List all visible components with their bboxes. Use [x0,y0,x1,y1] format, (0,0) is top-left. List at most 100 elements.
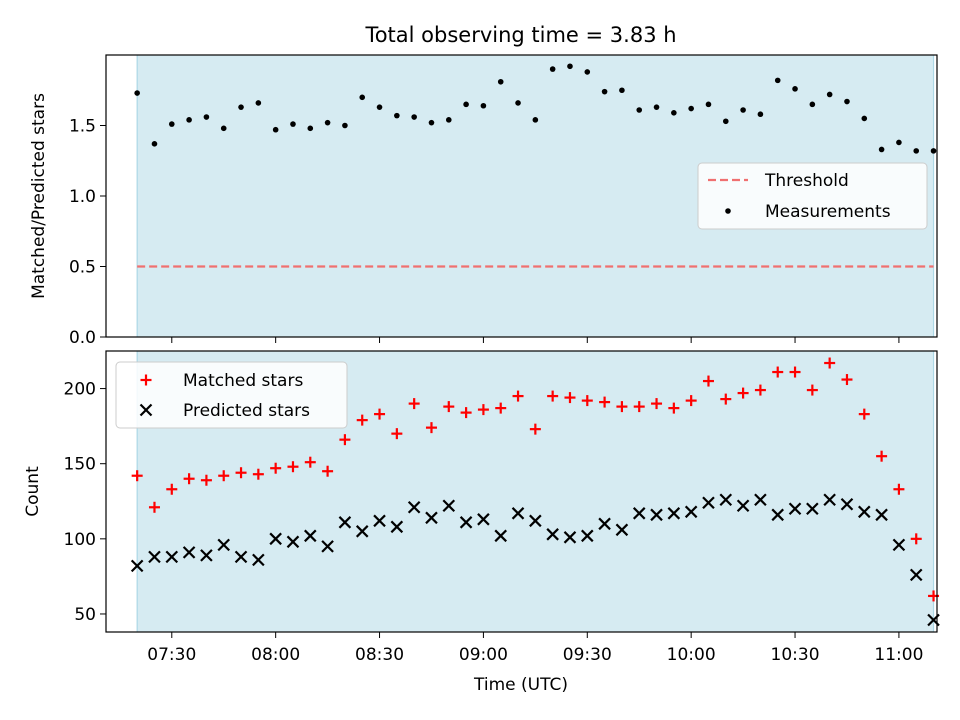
measurement-point [653,104,660,110]
y-tick-label: 150 [64,455,96,475]
x-stroke-b [390,520,404,534]
x-stroke-b [355,525,369,538]
measurement-point [705,101,712,108]
x-stroke-b [269,532,282,546]
measurement-point [272,126,279,133]
x-stroke-b [615,523,629,537]
matched-star-point [737,387,749,399]
matched-star-point [391,428,403,440]
matched-star-point [564,392,576,404]
predicted-star-point [182,546,196,559]
x-stroke-b [321,540,334,553]
predicted-star-point [252,553,265,567]
x-stroke-b [650,508,663,522]
measurement-point [445,117,452,123]
measurement-point [722,118,729,125]
predicted-star-point [130,559,144,573]
predicted-star-point [615,523,629,537]
matched-star-point [131,470,143,482]
matched-star-point [824,357,836,369]
predicted-star-point [719,493,733,507]
legend-measurement-marker [725,208,731,214]
measurement-point [809,101,816,108]
x-tick-label: 08:00 [251,645,300,665]
x-stroke-b [875,508,888,522]
measurement-point [757,111,764,118]
measurement-point [290,121,296,127]
measurement-point [359,94,366,101]
matched-star-point [322,465,334,477]
predicted-star-point [546,528,559,541]
bottom-panel: 50 100 150 200 07:30 08:00 08:30 09:00 09:30 10:0… [23,350,940,665]
matched-star-point [754,384,766,396]
predicted-star-point [200,549,213,562]
x-stroke-b [234,550,248,564]
matched-star-point [218,470,230,482]
predicted-star-point [304,529,317,543]
matched-star-point [183,473,195,485]
x-stroke-b [684,505,698,519]
measurement-point [186,117,192,123]
legend-box [697,162,928,230]
measurement-point [134,90,140,96]
measurement-point [168,121,175,127]
measurement-point [861,115,868,122]
predicted-star-point [494,529,508,543]
x-stroke-b [892,538,906,552]
top-panel: 0.0 0.5 1.0 1.5 Matched/Predicted stars Thres… [29,54,938,348]
predicted-star-point [788,502,802,516]
matched-star-point [529,423,541,435]
measurement-point [619,87,625,94]
x-tick-label: 10:30 [771,645,820,665]
predicted-star-point [269,532,282,546]
predicted-star-point [909,568,923,582]
predicted-star-point [529,514,542,528]
legend-threshold-label: Threshold [764,171,849,191]
predicted-star-point [459,516,473,529]
x-stroke-b [494,529,508,543]
matched-star-point [910,533,922,545]
measurement-point [774,77,781,84]
x-stroke-b [823,493,836,507]
predicted-star-point [234,550,248,564]
predicted-star-point [875,508,888,522]
x-stroke-b [407,501,421,514]
x-stroke-b [736,499,750,513]
bottom-legend: Matched stars Predicted stars [115,361,348,429]
matched-star-point [477,404,489,416]
x-stroke-b [840,497,854,511]
x-stroke-b [442,499,456,513]
legend-box [115,361,348,429]
matched-star-point [858,408,870,420]
matched-star-point [772,366,784,378]
matched-star-point [702,375,714,387]
x-tick-label: 11:00 [874,645,923,665]
matched-star-point [339,434,351,446]
top-legend: Threshold Measurements [697,162,928,230]
measurement-point [930,148,937,154]
matched-star-point [720,393,732,405]
x-stroke-b [459,516,473,529]
x-stroke-b [373,514,386,528]
x-stroke-b [581,529,594,543]
matched-star-point [235,467,247,479]
matched-star-point [166,483,178,495]
matched-star-point [651,398,663,410]
matched-star-point [685,395,697,407]
matched-star-point [425,422,437,434]
measurement-point [463,101,469,108]
legend-predicted-label: Predicted stars [183,401,310,421]
predicted-star-point [286,535,300,549]
measurement-point [255,100,262,106]
matched-star-point [270,462,282,474]
predicted-star-point [425,511,438,525]
measurement-point [220,125,227,132]
legend-predicted-marker [139,403,153,417]
x-tick-label: 10:00 [667,645,716,665]
x-stroke-b [200,549,213,562]
predicted-star-point [442,499,456,513]
matched-star-point [356,414,368,426]
x-stroke-b [165,550,179,564]
predicted-star-point [355,525,369,538]
